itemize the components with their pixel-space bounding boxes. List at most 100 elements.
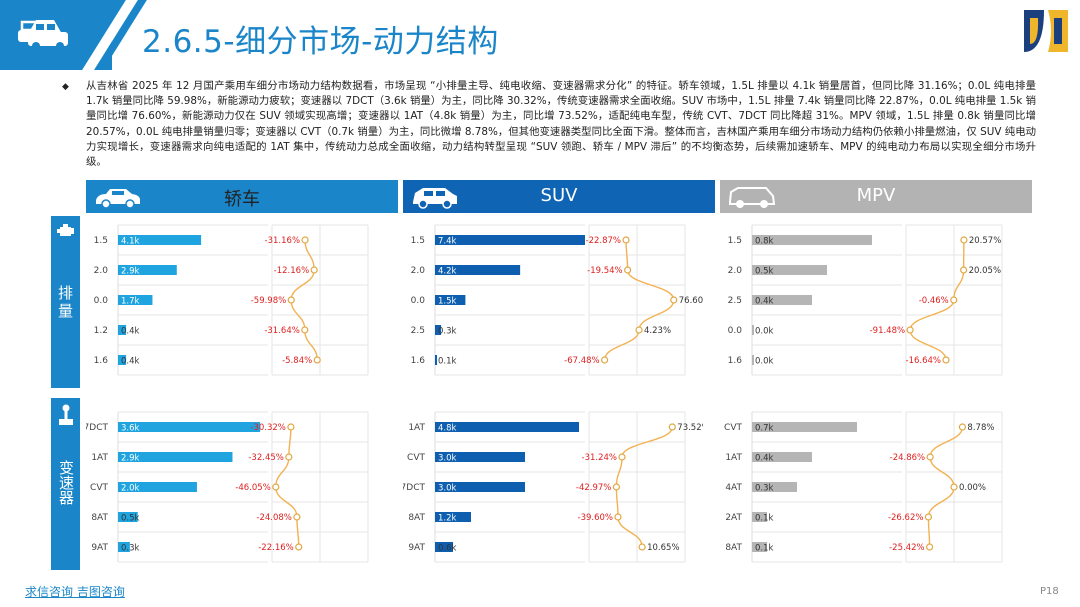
bar-value-label: 7.4k [438, 237, 457, 247]
growth-point [293, 513, 301, 521]
growth-point [950, 296, 958, 304]
growth-label: 73.52% [677, 423, 703, 433]
suv-icon [413, 188, 457, 209]
growth-label: -19.54% [587, 266, 622, 276]
growth-label: -24.86% [890, 453, 925, 463]
growth-point [618, 453, 626, 461]
section-bar-transmission: 变速器 [51, 398, 80, 570]
growth-point [601, 356, 609, 364]
growth-point [285, 453, 293, 461]
growth-line [615, 426, 673, 548]
category-label: 1.5 [94, 236, 108, 246]
engine-icon [57, 224, 74, 236]
growth-point [906, 326, 914, 334]
category-label: 0.0 [94, 296, 109, 306]
category-label: 8AT [91, 513, 108, 523]
growth-point [926, 453, 934, 461]
growth-point [313, 356, 321, 364]
chart-sedan-displacement: 1.5 4.1k 2.0 2.9k 0.0 1.7k 1.2 0.4k 1.6 0.4k -31.1… [86, 223, 386, 387]
bar [752, 482, 797, 492]
bar [435, 235, 585, 245]
bar-value-label: 1.7k [121, 297, 140, 307]
bar [435, 325, 442, 335]
category-label: 9AT [408, 543, 425, 553]
page-number: P18 [1040, 586, 1059, 597]
growth-label: 8.78% [967, 423, 994, 433]
bar-value-label: 0.5k [755, 267, 774, 277]
category-label: 1AT [91, 453, 108, 463]
growth-label: 10.65% [647, 543, 679, 553]
bar-value-label: 2.9k [121, 267, 140, 277]
bar [435, 512, 471, 522]
bar [752, 452, 812, 462]
category-label: 0.0 [411, 296, 426, 306]
category-label: 2.5 [728, 296, 742, 306]
bar-value-label: 4.8k [438, 424, 457, 434]
growth-point [622, 236, 630, 244]
bar [435, 295, 466, 305]
sedan-icon [96, 189, 140, 209]
category-label: 1.2 [94, 326, 108, 336]
bar-value-label: 2.9k [121, 454, 140, 464]
bar-value-label: 0.3k [755, 484, 774, 494]
column-header-mpv: MPV [720, 180, 1032, 213]
growth-label: -31.64% [264, 326, 299, 336]
chart-svg: 1.5 0.8k 2.0 0.5k 2.5 0.4k 0.0 0.0k 1.6 0.0k 20.57… [728, 224, 1003, 376]
growth-point [624, 266, 632, 274]
column-label: 轿车 [224, 189, 260, 210]
bar-value-label: 0.0k [755, 327, 774, 337]
bar-value-label: 1.2k [438, 514, 457, 524]
bar [752, 422, 857, 432]
category-label: 8AT [408, 513, 425, 523]
bar [752, 325, 754, 335]
category-label: CVT [90, 483, 108, 493]
category-label: 9AT [91, 543, 108, 553]
growth-label: -59.98% [251, 296, 286, 306]
bar [435, 355, 438, 365]
column-header-suv: SUV [403, 180, 715, 213]
growth-label: -46.05% [235, 483, 270, 493]
bar [752, 355, 754, 365]
bar-value-label: 4.1k [121, 237, 140, 247]
growth-label: -5.84% [282, 356, 312, 366]
category-label: 2.5 [411, 326, 425, 336]
category-label: 4AT [725, 483, 742, 493]
category-label: 1.5 [411, 236, 425, 246]
growth-label: -39.60% [578, 513, 613, 523]
bar [435, 482, 525, 492]
bar [118, 482, 197, 492]
growth-label: 20.05% [969, 266, 1001, 276]
category-label: 0.0 [728, 326, 743, 336]
intro-paragraph: 从吉林省 2025 年 12 月国产乘用车细分市场动力结构数据看，市场呈现 “小… [86, 80, 1036, 169]
bar [118, 355, 127, 365]
category-label: 1.5 [728, 236, 742, 246]
bar [752, 235, 872, 245]
bar-value-label: 3.0k [438, 484, 457, 494]
bar-value-label: 3.6k [121, 424, 140, 434]
growth-label: 20.57% [969, 236, 1001, 246]
growth-point [670, 296, 678, 304]
bar [118, 265, 177, 275]
growth-point [942, 356, 950, 364]
column-header-sedan: 轿车 [86, 180, 398, 213]
category-label: 7DCT [86, 423, 108, 433]
bar [752, 512, 767, 522]
growth-label: -26.62% [888, 513, 923, 523]
bar [435, 265, 521, 275]
footer-link[interactable]: 求信咨询 吉图咨询 [25, 585, 125, 599]
chart-svg: 1AT 4.8k CVT 3.0k 7DCT 3.0k 8AT 1.2k 9AT 0.6k 73.5… [401, 411, 710, 563]
growth-label: -91.48% [870, 326, 905, 336]
growth-label: -30.32% [250, 423, 285, 433]
growth-point [612, 483, 620, 491]
category-label: 2.0 [728, 266, 743, 276]
chart-mpv-displacement: 1.5 0.8k 2.0 0.5k 2.5 0.4k 0.0 0.0k 1.6 0.0k 20.57… [720, 223, 1020, 387]
category-label: CVT [724, 423, 742, 433]
bar-value-label: 0.4k [755, 297, 774, 307]
bar [435, 542, 453, 552]
bar [752, 265, 827, 275]
bar [118, 512, 138, 522]
bar [118, 542, 130, 552]
category-label: 1.6 [94, 356, 109, 366]
section-label: 变速器 [57, 460, 75, 505]
section-label: 排量 [57, 284, 73, 320]
